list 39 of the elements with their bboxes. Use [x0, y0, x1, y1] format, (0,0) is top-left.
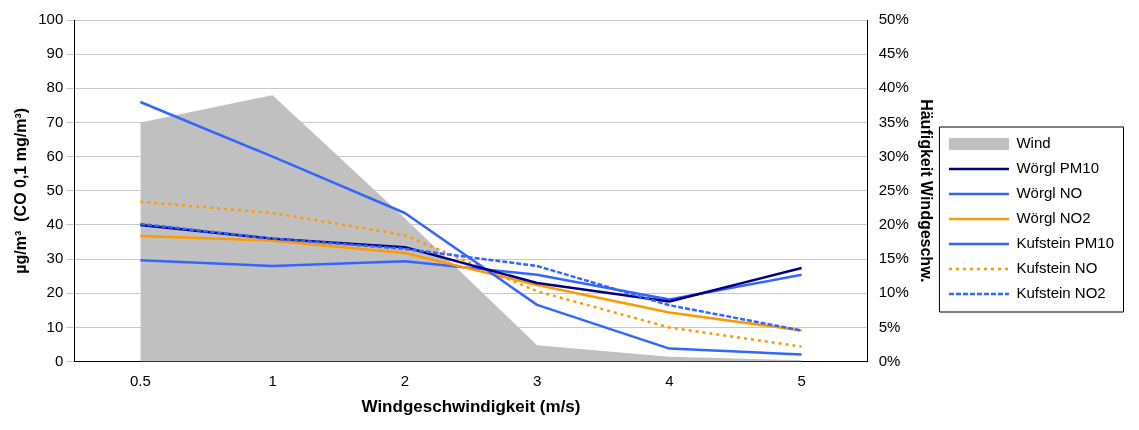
y-tick-label: 50: [46, 180, 64, 198]
y2-tick-label: 25%: [878, 180, 909, 198]
y2-tick-label: 20%: [878, 215, 909, 233]
legend-label: Kufstein PM10: [1016, 234, 1115, 252]
y2-tick-label: 0%: [878, 351, 901, 369]
x-tick-label: 2: [400, 371, 410, 389]
y-tick-label: 40: [46, 215, 64, 233]
legend-label: Wind: [1016, 134, 1051, 152]
y2-tick-label: 40%: [878, 78, 909, 96]
legend-label: Wörgl PM10: [1016, 159, 1099, 177]
x-tick-label: 4: [665, 371, 674, 389]
y-axis-title: µg/m³ (CO 0,1 mg/m³): [12, 107, 30, 274]
legend-label: Wörgl NO2: [1016, 209, 1091, 227]
y2-tick-label: 35%: [878, 112, 909, 130]
y-tick-label: 80: [46, 78, 64, 96]
legend-label: Kufstein NO: [1016, 259, 1098, 277]
y2-tick-label: 45%: [878, 44, 909, 62]
y-tick-label: 20: [46, 283, 64, 301]
line-series: [139, 200, 803, 348]
y2-tick-label: 15%: [878, 249, 909, 267]
y-tick-label: 10: [46, 317, 64, 335]
y2-tick-label: 5%: [878, 317, 901, 335]
y2-tick-label: 30%: [878, 146, 909, 164]
y2-tick-label: 10%: [878, 283, 909, 301]
y-tick-label: 0: [54, 351, 64, 369]
legend-label: Kufstein NO2: [1016, 284, 1106, 302]
y-tick-label: 100: [38, 10, 64, 28]
legend-label: Wörgl NO: [1016, 184, 1083, 202]
y-tick-label: 30: [46, 249, 64, 267]
x-tick-label: 3: [532, 371, 542, 389]
y2-tick-label: 50%: [878, 10, 909, 28]
y-tick-label: 90: [46, 44, 64, 62]
y-tick-label: 70: [46, 112, 64, 130]
x-tick-label: 5: [797, 371, 806, 389]
x-axis-title: Windgeschwindigkeit (m/s): [361, 397, 581, 417]
y-tick-label: 60: [46, 146, 64, 164]
x-tick-label: 1: [268, 371, 277, 389]
x-tick-label: 0.5: [129, 371, 151, 389]
y2-axis-title: Häufigkeit Windgeschw.: [917, 99, 935, 283]
